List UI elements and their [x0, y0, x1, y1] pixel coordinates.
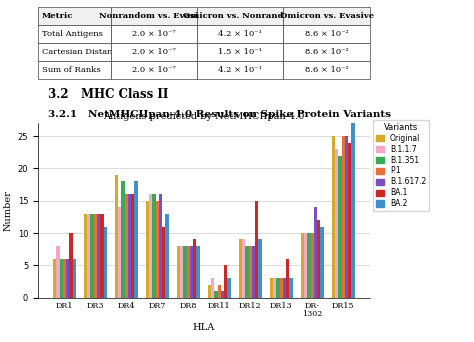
Bar [131, 194, 135, 298]
Bar [273, 278, 276, 298]
Bar [63, 259, 66, 298]
Bar [221, 291, 224, 298]
Bar [224, 265, 228, 298]
Bar [246, 246, 249, 298]
Bar [307, 233, 310, 298]
Bar [190, 246, 193, 298]
Bar [60, 259, 63, 298]
Bar [87, 214, 91, 298]
Bar [218, 285, 221, 298]
Bar [146, 201, 149, 298]
Bar [66, 259, 69, 298]
Bar [118, 207, 121, 298]
Bar [283, 278, 286, 298]
Text: 3.2.1   NetMHCIIpan-4.0 Results on Spike Protein Variants: 3.2.1 NetMHCIIpan-4.0 Results on Spike P… [48, 110, 391, 119]
Bar [252, 246, 255, 298]
Bar [177, 246, 180, 298]
Bar [351, 123, 355, 298]
Bar [180, 246, 183, 298]
Bar [69, 233, 73, 298]
Bar [338, 156, 342, 298]
Bar [258, 239, 262, 298]
Bar [156, 201, 159, 298]
Bar [345, 136, 348, 298]
Bar [342, 136, 345, 298]
Bar [84, 214, 87, 298]
Bar [162, 226, 165, 298]
Bar [103, 226, 107, 298]
X-axis label: HLA: HLA [193, 323, 215, 332]
Bar [320, 226, 324, 298]
Y-axis label: Number: Number [3, 190, 12, 231]
Bar [214, 291, 218, 298]
Bar [301, 233, 304, 298]
Title: Antigens predicted by NetMHCIIpan-4.0: Antigens predicted by NetMHCIIpan-4.0 [103, 112, 304, 121]
Bar [348, 143, 351, 298]
Bar [304, 233, 307, 298]
Bar [56, 246, 60, 298]
Bar [125, 194, 128, 298]
Text: 3.2   MHC Class II: 3.2 MHC Class II [48, 88, 168, 101]
Bar [135, 181, 138, 298]
Bar [91, 214, 94, 298]
Bar [128, 194, 131, 298]
Bar [193, 239, 196, 298]
Bar [255, 201, 258, 298]
Bar [97, 214, 100, 298]
Bar [53, 259, 56, 298]
Legend: Original, B.1.1.7, B.1.351, P.1, B.1.617.2, BA.1, BA.2: Original, B.1.1.7, B.1.351, P.1, B.1.617… [373, 120, 429, 211]
Bar [280, 278, 283, 298]
Bar [100, 214, 103, 298]
Bar [239, 239, 242, 298]
Bar [73, 259, 76, 298]
Bar [183, 246, 187, 298]
Bar [121, 181, 125, 298]
Bar [208, 285, 211, 298]
Bar [332, 136, 335, 298]
Bar [276, 278, 280, 298]
Bar [115, 175, 118, 298]
Bar [159, 194, 162, 298]
Bar [187, 246, 190, 298]
Bar [286, 259, 290, 298]
Bar [149, 194, 153, 298]
Bar [242, 239, 246, 298]
Bar [228, 278, 231, 298]
Bar [153, 194, 156, 298]
Bar [314, 207, 317, 298]
Bar [211, 278, 214, 298]
Bar [335, 149, 338, 298]
Bar [270, 278, 273, 298]
Bar [317, 220, 320, 298]
Bar [290, 278, 292, 298]
Bar [310, 233, 314, 298]
Bar [94, 214, 97, 298]
Bar [249, 246, 252, 298]
Bar [196, 246, 200, 298]
Bar [165, 214, 169, 298]
